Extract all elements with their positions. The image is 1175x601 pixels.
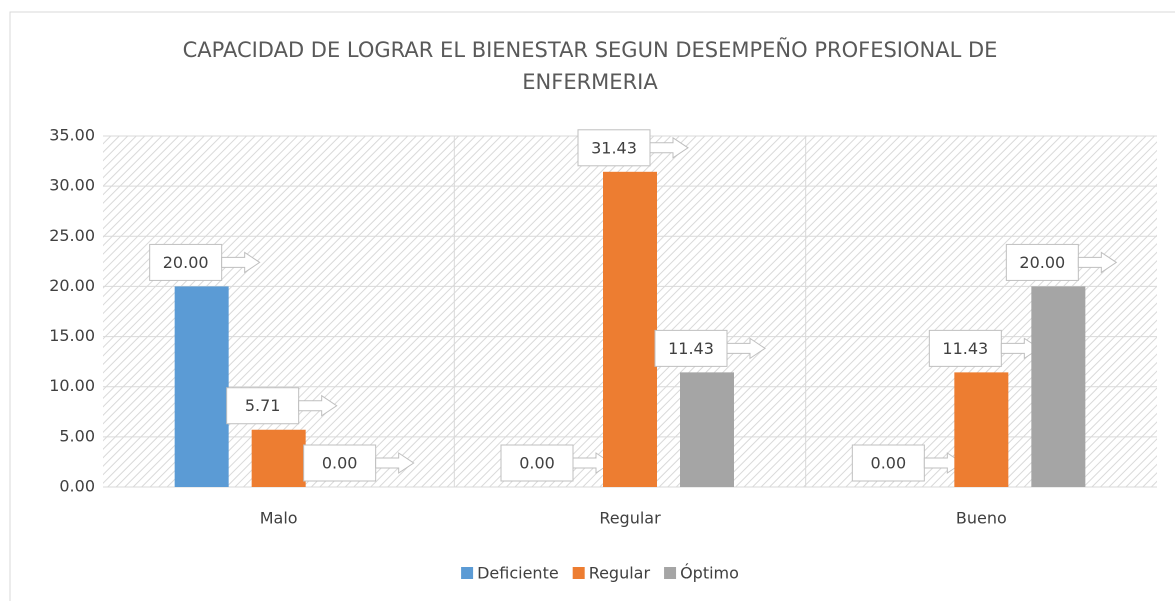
x-tick-label: Bueno — [956, 509, 1007, 528]
data-label-arrow — [375, 452, 415, 474]
x-tick-label: Malo — [260, 509, 298, 528]
y-tick-label: 10.00 — [49, 376, 95, 395]
legend-label: Óptimo — [680, 564, 739, 583]
data-label-box — [851, 444, 925, 482]
legend-swatch — [664, 567, 677, 579]
data-label-arrow — [221, 251, 261, 274]
y-tick-label: 0.00 — [59, 477, 95, 496]
data-label-box — [226, 387, 300, 425]
data-label: 0.00 — [871, 454, 907, 473]
chart-title: CAPACIDAD DE LOGRAR EL BIENESTAR SEGUN D… — [182, 38, 998, 94]
legend-swatch — [461, 567, 474, 579]
data-label: 0.00 — [519, 454, 555, 473]
data-label-box — [654, 329, 728, 367]
data-label: 11.43 — [668, 339, 714, 358]
y-tick-label: 5.00 — [59, 426, 95, 445]
legend-label: Regular — [589, 564, 651, 583]
data-label-box — [577, 129, 651, 167]
data-label-arrow — [649, 136, 689, 159]
data-label-box — [149, 243, 223, 281]
data-label: 20.00 — [1019, 253, 1065, 272]
data-label: 5.71 — [245, 396, 281, 415]
bar — [1031, 286, 1086, 487]
y-tick-label: 35.00 — [49, 126, 95, 145]
data-label: 31.43 — [591, 138, 637, 157]
bar — [603, 171, 657, 487]
data-label-arrow — [1077, 251, 1118, 274]
y-tick-label: 25.00 — [49, 226, 95, 245]
x-tick-label: Regular — [599, 509, 661, 528]
bar — [954, 372, 1009, 487]
bar — [251, 429, 306, 487]
y-tick-label: 15.00 — [49, 326, 95, 345]
data-label-arrow — [298, 394, 338, 417]
data-label-box — [1005, 243, 1079, 281]
bar — [174, 286, 229, 487]
legend-swatch — [572, 567, 585, 579]
y-tick-label: 20.00 — [49, 276, 95, 295]
data-label: 0.00 — [322, 454, 358, 473]
legend-label: Deficiente — [477, 564, 559, 583]
data-label-box — [303, 444, 377, 482]
bar — [680, 372, 734, 487]
y-tick-label: 30.00 — [49, 176, 95, 195]
data-label: 20.00 — [163, 253, 209, 272]
data-label: 11.43 — [942, 339, 988, 358]
data-label-arrow — [726, 337, 766, 360]
data-label-box — [928, 329, 1002, 367]
